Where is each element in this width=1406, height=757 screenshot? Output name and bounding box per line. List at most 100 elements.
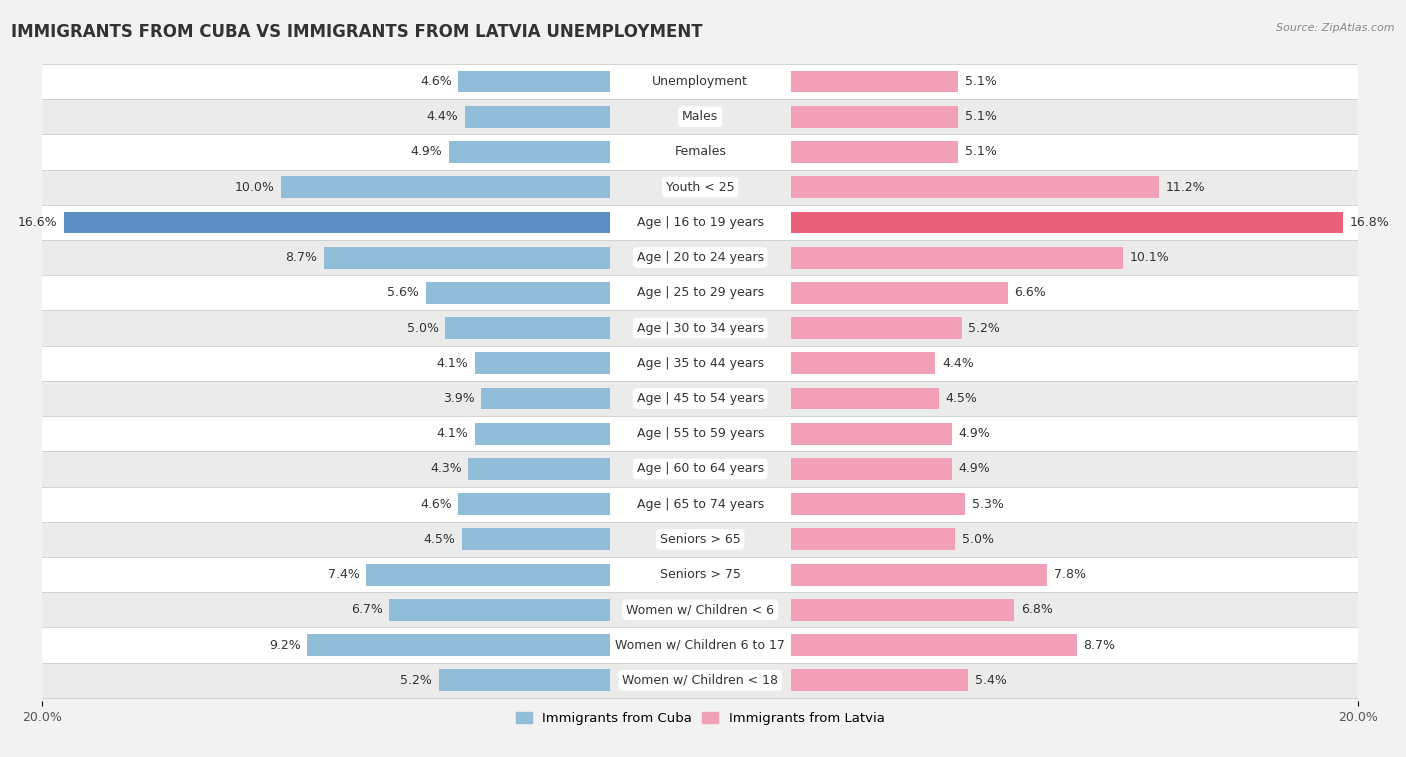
Bar [790,282,1008,304]
Text: 5.6%: 5.6% [387,286,419,299]
Bar [790,599,1014,621]
Bar [475,423,610,444]
Bar [790,141,959,163]
Text: 4.1%: 4.1% [437,357,468,370]
Text: 10.1%: 10.1% [1129,251,1170,264]
Bar [790,317,962,339]
Text: Females: Females [675,145,725,158]
Bar [42,276,1358,310]
Bar [42,310,1358,346]
Bar [42,592,1358,628]
Bar [42,170,1358,205]
Bar [461,528,610,550]
Bar [790,106,959,128]
Bar [790,528,955,550]
Legend: Immigrants from Cuba, Immigrants from Latvia: Immigrants from Cuba, Immigrants from La… [510,706,890,730]
Text: Source: ZipAtlas.com: Source: ZipAtlas.com [1277,23,1395,33]
Text: Age | 16 to 19 years: Age | 16 to 19 years [637,216,763,229]
Bar [42,64,1358,99]
Text: 4.6%: 4.6% [420,75,451,88]
Bar [458,70,610,92]
Text: 6.6%: 6.6% [1014,286,1046,299]
Text: Women w/ Children < 18: Women w/ Children < 18 [623,674,778,687]
Text: 16.8%: 16.8% [1350,216,1389,229]
Text: 4.6%: 4.6% [420,497,451,511]
Text: Age | 35 to 44 years: Age | 35 to 44 years [637,357,763,370]
Bar [426,282,610,304]
Text: Seniors > 65: Seniors > 65 [659,533,741,546]
Text: 5.2%: 5.2% [969,322,1000,335]
Text: 16.6%: 16.6% [17,216,58,229]
Text: 6.7%: 6.7% [352,603,382,616]
Bar [307,634,610,656]
Text: Women w/ Children < 6: Women w/ Children < 6 [626,603,775,616]
Bar [790,423,952,444]
Bar [468,458,610,480]
Text: 7.8%: 7.8% [1054,568,1085,581]
Bar [42,662,1358,698]
Bar [367,564,610,585]
Bar [481,388,610,410]
Text: 10.0%: 10.0% [235,181,274,194]
Text: 4.5%: 4.5% [423,533,456,546]
Bar [790,494,965,515]
Text: Unemployment: Unemployment [652,75,748,88]
Bar [790,70,959,92]
Text: 8.7%: 8.7% [1084,639,1115,652]
Bar [323,247,610,269]
Bar [446,317,610,339]
Text: 5.3%: 5.3% [972,497,1004,511]
Text: 6.8%: 6.8% [1021,603,1053,616]
Bar [42,451,1358,487]
Bar [790,388,939,410]
Bar [42,487,1358,522]
Text: 4.4%: 4.4% [942,357,974,370]
Bar [790,176,1159,198]
Bar [42,205,1358,240]
Text: Males: Males [682,111,718,123]
Text: Age | 65 to 74 years: Age | 65 to 74 years [637,497,763,511]
Bar [42,522,1358,557]
Text: 7.4%: 7.4% [328,568,360,581]
Text: 5.2%: 5.2% [401,674,432,687]
Text: Seniors > 75: Seniors > 75 [659,568,741,581]
Text: Age | 20 to 24 years: Age | 20 to 24 years [637,251,763,264]
Bar [465,106,610,128]
Text: 4.4%: 4.4% [426,111,458,123]
Text: 5.1%: 5.1% [965,111,997,123]
Text: 3.9%: 3.9% [443,392,475,405]
Bar [42,135,1358,170]
Text: Age | 60 to 64 years: Age | 60 to 64 years [637,463,763,475]
Bar [475,352,610,374]
Bar [458,494,610,515]
Text: Age | 25 to 29 years: Age | 25 to 29 years [637,286,763,299]
Text: Youth < 25: Youth < 25 [666,181,734,194]
Text: 9.2%: 9.2% [269,639,301,652]
Text: Age | 30 to 34 years: Age | 30 to 34 years [637,322,763,335]
Bar [790,352,935,374]
Bar [42,557,1358,592]
Bar [790,634,1077,656]
Text: Age | 45 to 54 years: Age | 45 to 54 years [637,392,763,405]
Text: 4.3%: 4.3% [430,463,461,475]
Text: 4.5%: 4.5% [945,392,977,405]
Bar [389,599,610,621]
Text: 5.4%: 5.4% [974,674,1007,687]
Bar [42,99,1358,135]
Bar [42,346,1358,381]
Bar [63,211,610,233]
Bar [42,628,1358,662]
Text: 4.9%: 4.9% [959,427,990,441]
Bar [449,141,610,163]
Bar [790,458,952,480]
Text: 5.1%: 5.1% [965,145,997,158]
Text: IMMIGRANTS FROM CUBA VS IMMIGRANTS FROM LATVIA UNEMPLOYMENT: IMMIGRANTS FROM CUBA VS IMMIGRANTS FROM … [11,23,703,41]
Text: 5.0%: 5.0% [406,322,439,335]
Text: 8.7%: 8.7% [285,251,316,264]
Text: 4.1%: 4.1% [437,427,468,441]
Text: 11.2%: 11.2% [1166,181,1205,194]
Text: 5.1%: 5.1% [965,75,997,88]
Text: Age | 55 to 59 years: Age | 55 to 59 years [637,427,763,441]
Bar [790,211,1343,233]
Bar [42,381,1358,416]
